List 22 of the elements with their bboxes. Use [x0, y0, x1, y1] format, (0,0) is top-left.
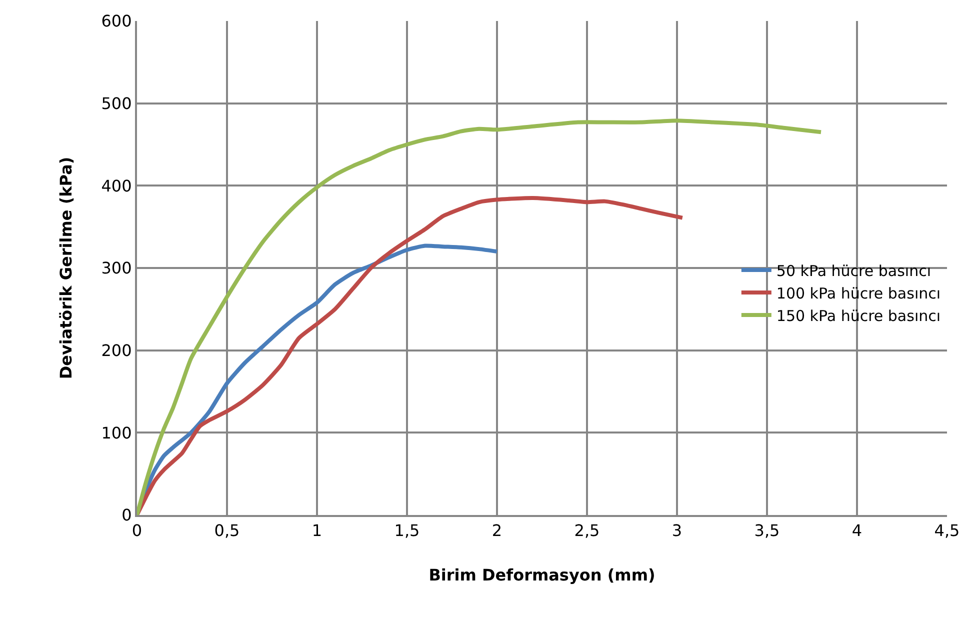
- x-tick-label: 3: [672, 521, 682, 540]
- x-tick-label: 2: [492, 521, 502, 540]
- y-tick-label: 100: [101, 423, 132, 442]
- x-tick-label: 1: [312, 521, 322, 540]
- y-tick-label: 400: [101, 176, 132, 196]
- line-series: [137, 196, 684, 515]
- legend-label: 100 kPa hücre basıncı: [776, 284, 941, 302]
- x-axis-title: Birim Deformasyon (mm): [428, 565, 656, 584]
- x-tick-label: 1,5: [394, 521, 420, 540]
- y-tick-label: 0: [122, 506, 132, 525]
- x-tick-label: 2,5: [574, 521, 600, 540]
- y-axis-title: Deviatörik Gerilme (kPa): [56, 156, 76, 380]
- y-tick-label: 200: [101, 340, 132, 360]
- y-tick-label: 500: [101, 94, 132, 113]
- x-tick-label: 0,5: [214, 521, 240, 540]
- y-tick-label: 300: [101, 258, 132, 278]
- y-tick-label: 600: [101, 12, 132, 31]
- x-tick-label: 4,5: [934, 521, 960, 540]
- x-tick-label: 4: [852, 521, 862, 540]
- legend-label: 150 kPa hücre basıncı: [776, 306, 941, 325]
- x-tick-label: 3,5: [754, 521, 780, 540]
- legend-label: 50 kPa hücre basıncı: [776, 262, 931, 280]
